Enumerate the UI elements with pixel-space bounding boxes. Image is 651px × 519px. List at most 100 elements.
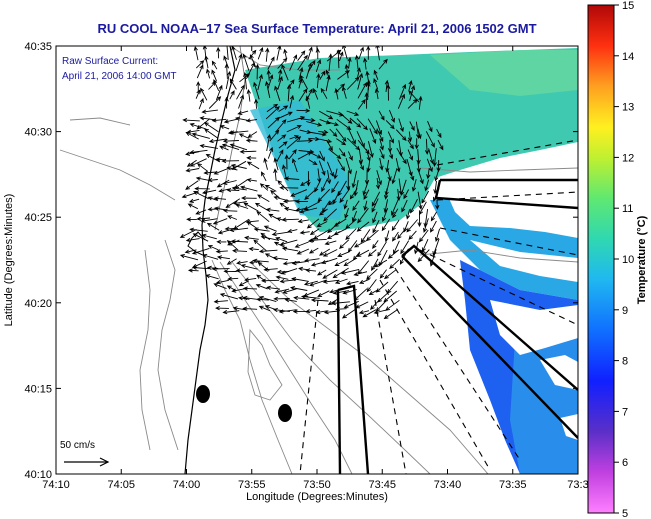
current-vector-arrow bbox=[383, 188, 389, 200]
inset-line-1: Raw Surface Current: bbox=[62, 56, 158, 67]
current-vector-arrow bbox=[366, 81, 371, 101]
current-vector-arrow bbox=[430, 211, 437, 222]
current-vector-arrow bbox=[242, 286, 257, 291]
current-vector-arrow bbox=[219, 124, 230, 130]
current-vector-arrow bbox=[317, 290, 330, 297]
current-vector-arrow bbox=[206, 222, 220, 231]
current-vector-arrow bbox=[216, 46, 221, 59]
current-vector-arrow bbox=[401, 199, 408, 213]
current-vector-arrow bbox=[365, 70, 370, 81]
x-tick-label: 73:40 bbox=[434, 479, 462, 491]
current-vector-arrow bbox=[371, 198, 379, 213]
current-vector-arrow bbox=[287, 79, 295, 90]
current-vector-arrow bbox=[185, 168, 200, 173]
current-vector-arrow bbox=[241, 195, 257, 201]
current-vector-arrow bbox=[229, 78, 237, 90]
current-vector-arrow bbox=[342, 46, 348, 60]
current-vector-arrow bbox=[297, 151, 313, 160]
current-vector-arrow bbox=[258, 305, 271, 312]
current-vector-arrow bbox=[225, 70, 232, 90]
current-vector-arrow bbox=[276, 149, 284, 162]
current-vector-arrow bbox=[340, 268, 360, 275]
current-vector-arrow bbox=[336, 49, 341, 69]
current-vector-arrow bbox=[226, 166, 238, 171]
current-vector-arrow bbox=[258, 295, 277, 303]
current-vector-arrow bbox=[277, 180, 289, 192]
current-vector-arrow bbox=[196, 64, 204, 79]
map-area: Raw Surface Current: April 21, 2006 14:0… bbox=[56, 46, 578, 474]
current-vector-arrow bbox=[318, 208, 328, 216]
current-vector-arrow bbox=[246, 178, 257, 183]
current-vector-arrow bbox=[188, 198, 200, 203]
current-vector-arrow bbox=[229, 90, 235, 100]
current-vector-arrow bbox=[328, 148, 342, 160]
colorbar: 15 14 13 12 11 10 9 8 7 6 5 Temperature (°C) bbox=[587, 0, 648, 519]
current-vector-arrow bbox=[266, 103, 279, 113]
current-vector-arrow bbox=[236, 260, 248, 265]
current-vector-arrow bbox=[255, 283, 268, 290]
current-vector-arrow bbox=[222, 138, 239, 144]
current-vector-arrow bbox=[318, 129, 329, 135]
y-tick-label: 40:35 bbox=[24, 41, 52, 53]
current-vector-arrow bbox=[256, 211, 270, 223]
current-vector-arrow bbox=[258, 249, 278, 254]
current-vector-arrow bbox=[358, 310, 370, 315]
current-vector-arrow bbox=[195, 89, 201, 99]
current-vector-arrow bbox=[332, 267, 349, 279]
current-vector-arrow bbox=[349, 117, 362, 128]
current-vector-arrow bbox=[273, 168, 278, 182]
current-vector-arrow bbox=[322, 279, 340, 284]
current-vector-arrow bbox=[374, 87, 380, 100]
current-vector-arrow bbox=[345, 218, 357, 229]
current-vector-arrow bbox=[360, 229, 371, 244]
current-vector-arrow bbox=[293, 295, 310, 301]
current-vector-arrow bbox=[186, 217, 197, 222]
current-vector-arrow bbox=[428, 148, 434, 165]
current-vector-arrow bbox=[354, 239, 369, 248]
current-vector-arrow bbox=[274, 85, 281, 102]
current-vector-arrow bbox=[294, 241, 309, 248]
colorbar-title: Temperature (°C) bbox=[636, 215, 648, 304]
current-vector-arrow bbox=[189, 227, 208, 232]
current-vector-arrow bbox=[196, 216, 211, 221]
current-vector-arrow bbox=[397, 227, 407, 240]
current-vector-arrow bbox=[277, 76, 283, 90]
current-vector-arrow bbox=[284, 154, 289, 170]
current-vector-arrow bbox=[211, 69, 217, 82]
current-vector-arrow bbox=[371, 258, 379, 271]
current-vector-arrow bbox=[203, 122, 219, 133]
current-vector-arrow bbox=[255, 63, 260, 80]
current-vector-arrow bbox=[225, 198, 241, 208]
current-vector-arrow bbox=[296, 108, 311, 113]
current-vector-arrow bbox=[263, 267, 278, 272]
current-vector-arrow bbox=[432, 148, 437, 167]
y-axis-title: Latitude (Degrees:Minutes) bbox=[3, 194, 15, 327]
current-vector-arrow bbox=[273, 157, 279, 171]
current-vector-arrow bbox=[252, 258, 269, 263]
current-vector-arrow bbox=[326, 161, 334, 177]
current-vector-arrow bbox=[323, 310, 339, 315]
current-vector-arrow bbox=[243, 202, 259, 212]
current-vector-arrow bbox=[348, 129, 356, 145]
current-vector-arrow bbox=[424, 138, 430, 155]
current-vector-arrow bbox=[347, 151, 353, 161]
current-vector-arrow bbox=[358, 46, 364, 60]
current-vector-arrow bbox=[242, 295, 258, 301]
current-vector-arrow bbox=[351, 170, 358, 189]
current-vector-arrow bbox=[266, 285, 280, 290]
current-vector-arrow bbox=[291, 276, 309, 282]
current-vector-arrow bbox=[274, 288, 290, 294]
current-vector-arrow bbox=[290, 189, 308, 197]
x-tick-label: 74:10 bbox=[42, 479, 70, 491]
current-vector-arrow bbox=[341, 86, 347, 99]
current-vector-arrow bbox=[239, 149, 257, 154]
current-vector-arrow bbox=[246, 161, 260, 170]
current-vector-arrow bbox=[306, 171, 311, 187]
current-vector-arrow bbox=[367, 140, 374, 159]
current-vector-arrow bbox=[211, 266, 230, 272]
current-vector-arrow bbox=[185, 180, 199, 190]
current-vector-arrow bbox=[213, 283, 227, 290]
current-vector-arrow bbox=[253, 227, 270, 232]
current-vector-arrow bbox=[287, 228, 298, 234]
current-vector-arrow bbox=[378, 58, 388, 70]
